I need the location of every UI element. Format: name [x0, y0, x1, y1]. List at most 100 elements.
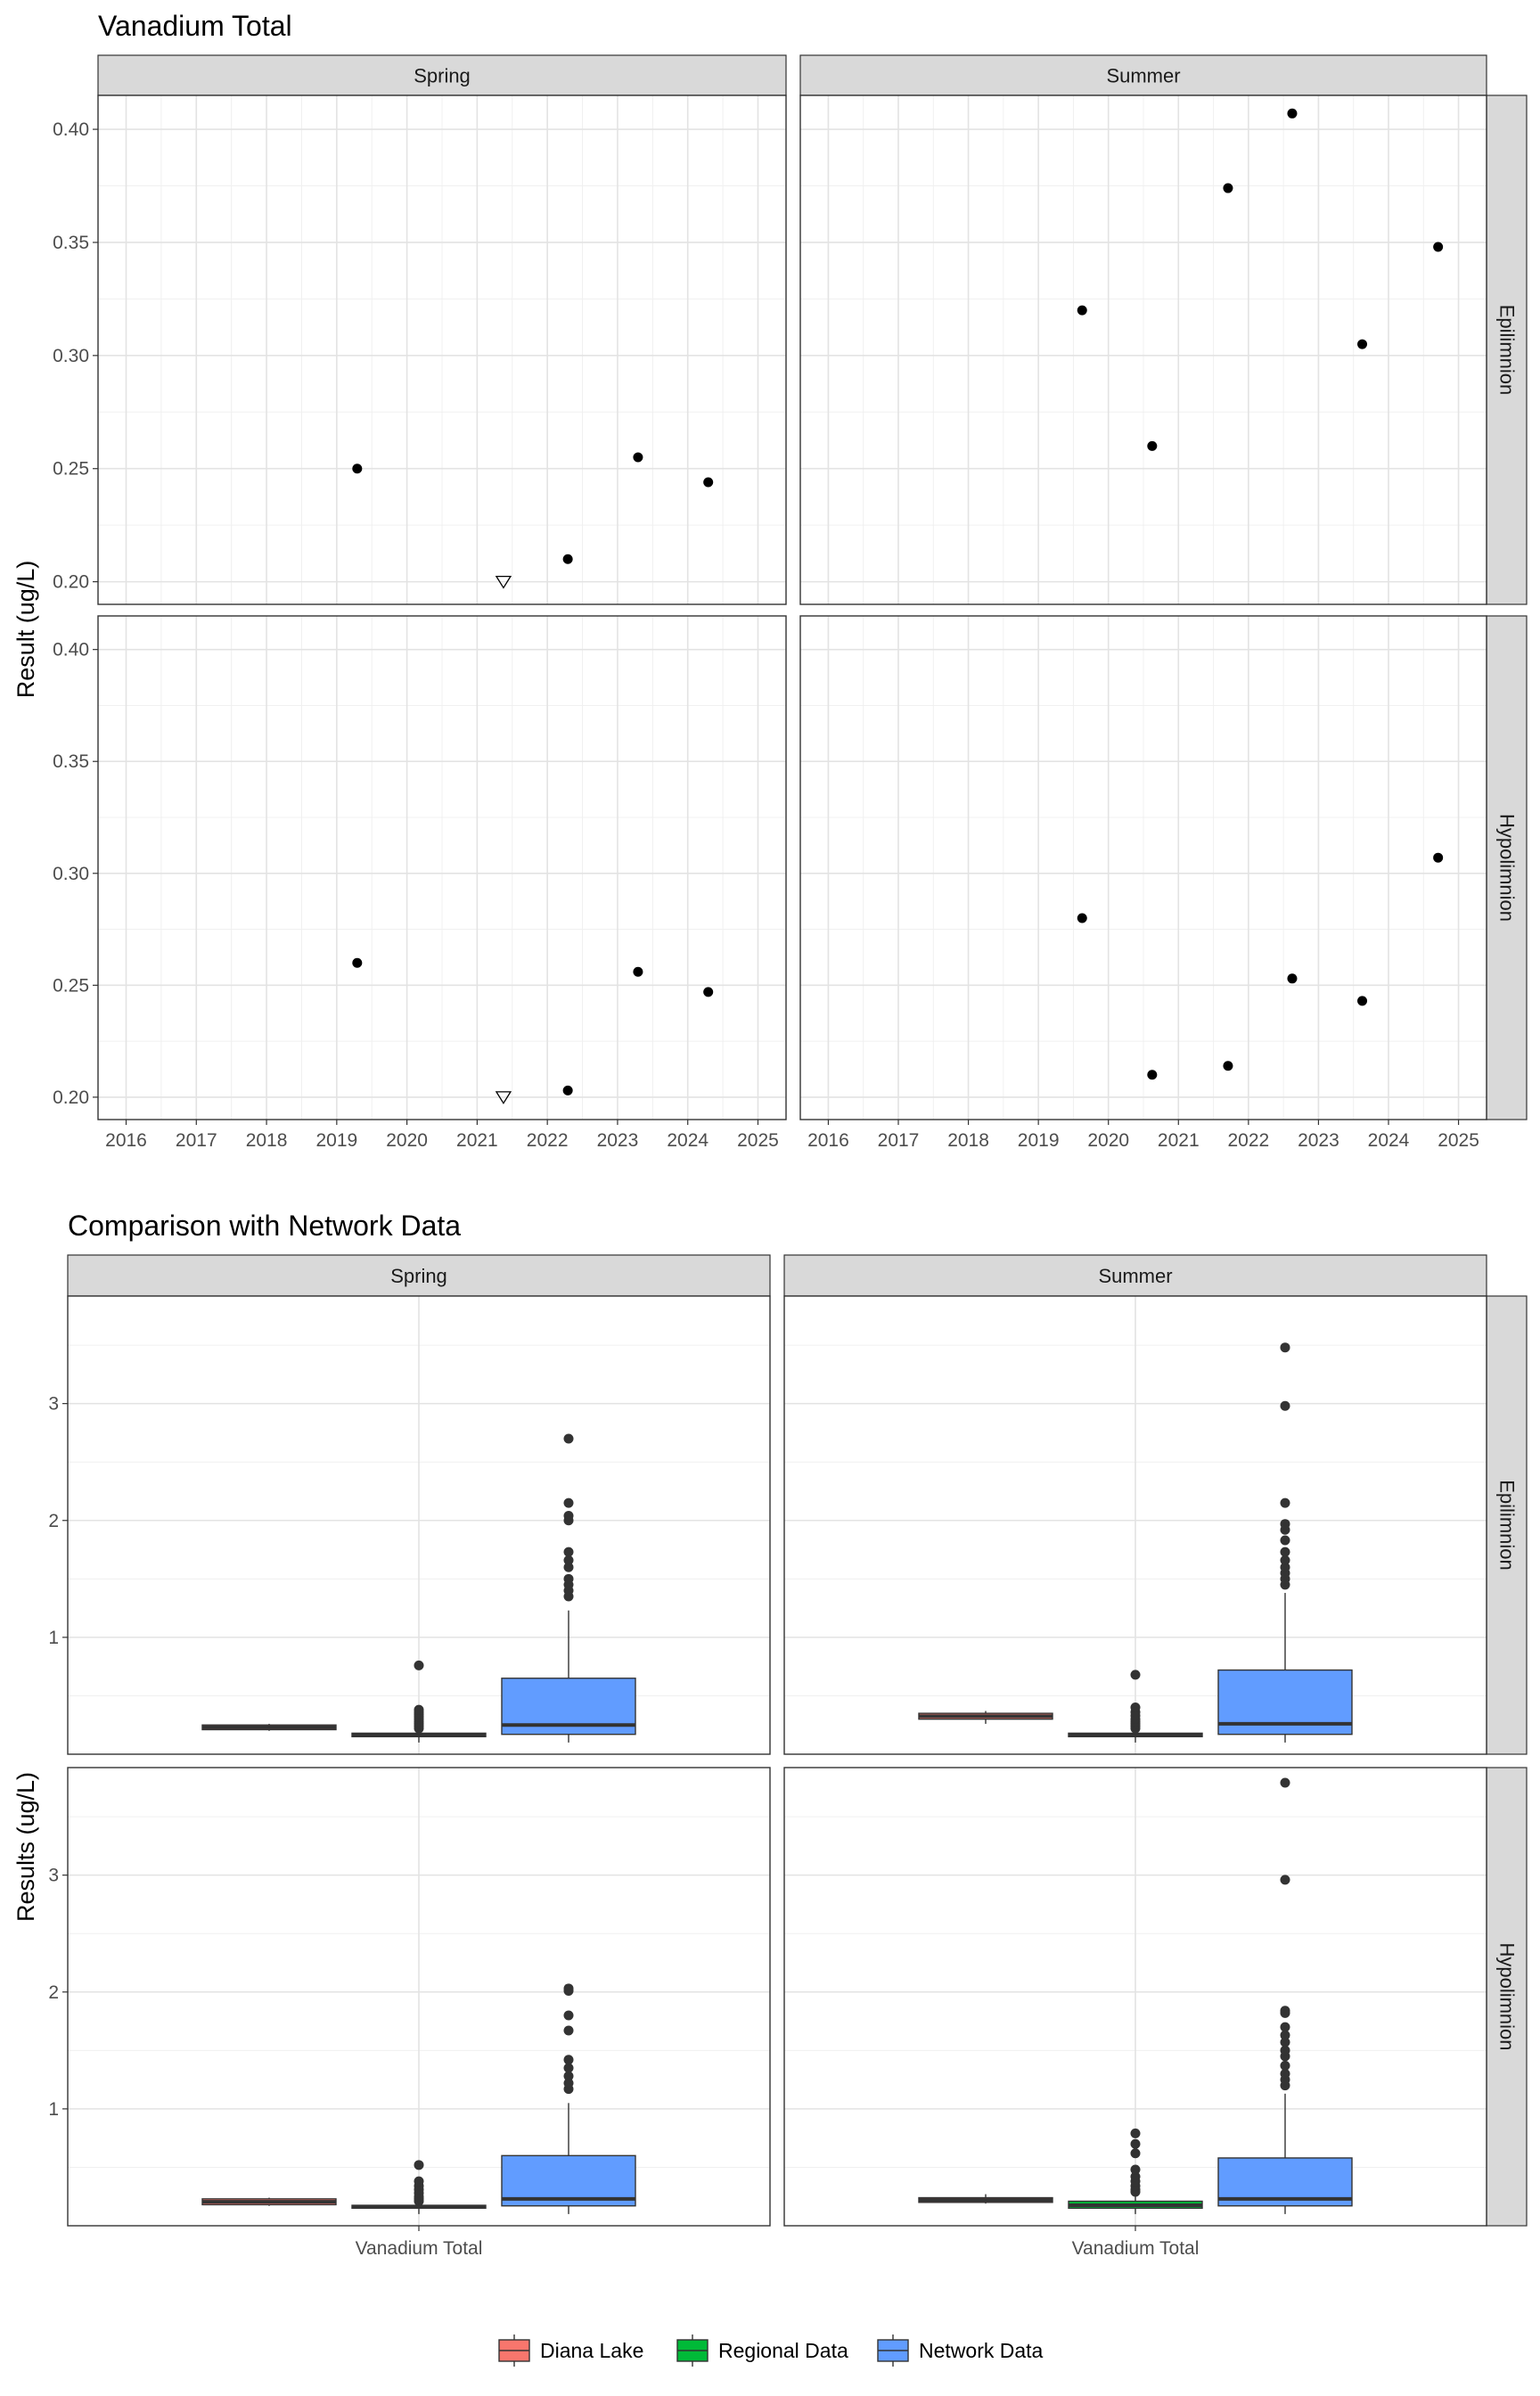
data-point [633, 966, 643, 977]
scatter-chart-title: Vanadium Total [98, 10, 292, 42]
facet-strip-epilimnion [1486, 94, 1528, 605]
facet-strip-label: Summer [1106, 65, 1180, 87]
box-network-data [501, 1983, 636, 2214]
y-tick-label: 0.30 [53, 864, 89, 884]
box-network-data [1217, 1777, 1353, 2214]
box-outlier [1280, 1777, 1290, 1788]
data-point [1357, 996, 1368, 1006]
data-point [1147, 1070, 1158, 1080]
box-outlier [1280, 1555, 1290, 1565]
box-outlier [414, 2176, 424, 2187]
y-tick-label: 0.20 [53, 1087, 89, 1108]
box-chart-title: Comparison with Network Data [68, 1210, 461, 1242]
x-tick-label: 2020 [386, 1130, 428, 1151]
box-outlier [1130, 1670, 1141, 1680]
legend-label: Network Data [919, 2339, 1044, 2362]
y-tick-label: 0.25 [53, 975, 89, 996]
box-outlier [414, 1660, 424, 1670]
box-outlier [1280, 1400, 1290, 1411]
box-outlier [563, 2071, 574, 2081]
box-outlier [1130, 1703, 1141, 1713]
legend-entry-diana-lake: Diana Lake [498, 2334, 643, 2367]
data-point [1433, 242, 1444, 252]
panel-border [97, 94, 787, 605]
box-diana-lake [918, 1711, 1053, 1724]
data-point [352, 464, 363, 474]
x-tick-label: 2024 [1368, 1130, 1410, 1151]
box-outlier [1280, 2030, 1290, 2040]
box-outlier [1280, 1498, 1290, 1508]
box-outlier [563, 1983, 574, 1994]
data-point [562, 554, 573, 564]
data-point [1223, 183, 1233, 193]
box-outlier [563, 2078, 574, 2088]
box-outlier [563, 1511, 574, 1522]
x-tick-label: 2023 [1298, 1130, 1339, 1151]
box-outlier [1130, 2138, 1141, 2149]
x-tick-label: 2019 [1018, 1130, 1060, 1151]
box-diana-lake [201, 1723, 337, 1731]
box-outlier [1280, 1875, 1290, 1885]
y-tick-label: 0.30 [53, 346, 89, 366]
box-outlier [1280, 1535, 1290, 1546]
box-diana-lake [201, 2197, 337, 2206]
y-tick-label: 2 [48, 1982, 59, 2003]
facet-strip-label: Hypolimnion [1496, 1942, 1519, 2050]
facet-strip-epilimnion [1486, 1295, 1528, 1755]
box-network-data [501, 1433, 636, 1743]
x-tick-label: 2025 [1438, 1130, 1479, 1151]
x-tick-label: 2017 [878, 1130, 920, 1151]
data-point [703, 477, 714, 488]
box-outlier [563, 2010, 574, 2021]
data-point-below-detection [495, 575, 512, 589]
data-point [703, 987, 714, 997]
facet-strip-label: Spring [390, 1265, 447, 1287]
box-outlier [1280, 1519, 1290, 1530]
box-facet-grid: Spring Summer Epilimnion Hypolimnion 1 2 3 1 2 3 V… [48, 1254, 1528, 2259]
legend-label: Diana Lake [540, 2339, 643, 2362]
box-outlier [414, 2160, 424, 2170]
box-outlier [1130, 2148, 1141, 2159]
facet-strip-hypolimnion [1486, 1767, 1528, 2227]
box-outlier [563, 1562, 574, 1572]
data-point [1357, 339, 1368, 349]
box-regional-data [351, 1660, 487, 1743]
data-point [352, 957, 363, 968]
box-outlier [563, 1498, 574, 1508]
data-point [1147, 440, 1158, 451]
data-point [1433, 852, 1444, 863]
panel-border [67, 1295, 771, 1755]
y-tick-label: 0.40 [53, 119, 89, 140]
x-tick-label: Vanadium Total [356, 2238, 483, 2259]
facet-strip-hypolimnion [1486, 615, 1528, 1120]
panel-border [799, 94, 1487, 605]
y-tick-label: 0.35 [53, 233, 89, 253]
box-regional-data [351, 2160, 487, 2214]
data-point [633, 452, 643, 463]
facet-strip-spring [67, 1254, 771, 1297]
box-outlier [563, 1433, 574, 1444]
data-point-below-detection [495, 1091, 512, 1104]
box-outlier [563, 1547, 574, 1557]
y-tick-label: 0.40 [53, 640, 89, 661]
facet-strip-label: Summer [1098, 1265, 1172, 1287]
x-tick-label: 2018 [947, 1130, 989, 1151]
box-outlier [414, 1704, 424, 1715]
box-outlier [563, 2063, 574, 2073]
box-regional-data [1068, 2128, 1203, 2214]
x-tick-label: 2016 [105, 1130, 147, 1151]
box-y-axis-title: Results (ug/L) [12, 1772, 39, 1922]
box-outlier [1280, 2045, 1290, 2055]
x-tick-label: 2020 [1087, 1130, 1129, 1151]
box-network-data [1217, 1342, 1353, 1743]
x-tick-label: 2017 [176, 1130, 217, 1151]
box-diana-lake [918, 2194, 1053, 2204]
data-point [1287, 973, 1298, 984]
y-tick-label: 3 [48, 1394, 59, 1415]
legend-label: Regional Data [718, 2339, 848, 2362]
scatter-y-axis-title: Result (ug/L) [12, 561, 39, 699]
y-tick-label: 3 [48, 1866, 59, 1886]
y-tick-label: 1 [48, 1628, 59, 1648]
scatter-facet-grid: Spring Summer Epilimnion Hypolimnion 0.20 0.2… [53, 54, 1528, 1151]
box-outlier [1280, 2060, 1290, 2071]
